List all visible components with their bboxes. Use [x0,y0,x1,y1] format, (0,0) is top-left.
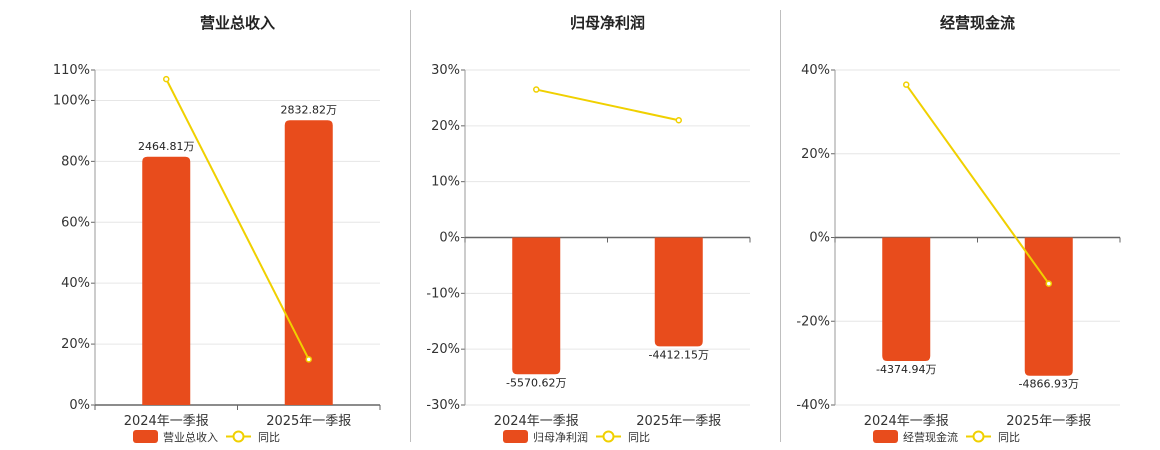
y-tick-label: -40% [796,398,830,413]
data-label: 2832.82万 [281,103,338,116]
yoy-point [1045,280,1052,287]
x-tick-label: 2024年一季报 [494,414,579,429]
yoy-point [163,75,170,83]
legend-line-marker [972,430,985,443]
yoy-point [675,117,682,124]
y-tick-label: 20% [801,147,830,162]
chart-panel-net-profit: 归母净利润 -30% -20% -10% 0% 10% 20% 30% 2024年一季报 2025… [395,0,765,450]
chart-net-profit: 归母净利润 -30% -20% -10% 0% 10% 20% 30% 2024年一季报 2025… [426,14,751,444]
bar [654,237,703,347]
y-tick-label: 40% [61,276,90,291]
legend-bar-label: 营业总收入 [163,430,218,444]
legend-line-label: 同比 [998,431,1020,444]
y-tick-label: 0% [809,231,830,246]
data-label: -4374.94万 [876,363,936,376]
bar [142,156,191,405]
y-tick-label: -30% [426,398,460,413]
legend-bar-label: 经营现金流 [903,430,958,444]
y-tick-label: 80% [61,154,90,169]
x-tick-label: 2025年一季报 [636,414,721,429]
legend-line-label: 同比 [628,431,650,444]
legend-bar-swatch [503,430,528,443]
yoy-point [903,81,910,88]
y-tick-label: 60% [61,215,90,230]
yoy-line [165,78,310,360]
x-tick-label: 2025年一季报 [266,414,351,429]
bar [1024,237,1073,376]
legend-bar-swatch [133,430,158,443]
x-tick-label: 2024年一季报 [864,414,949,429]
chart-title: 营业总收入 [200,14,275,32]
x-tick-label: 2025年一季报 [1006,414,1091,429]
chart-revenue: 营业总收入 0% 20% 40% 60% 80% 100% 110% 2024年一季报 2025年… [53,14,381,444]
divider [410,10,411,442]
chart-panel-revenue: 营业总收入 0% 20% 40% 60% 80% 100% 110% 2024年一季报 2025年… [25,0,395,450]
y-tick-label: 0% [69,398,90,413]
legend-bar-label: 归母净利润 [533,430,588,444]
y-tick-label: 40% [801,63,830,78]
y-tick-label: 20% [431,119,460,134]
y-tick-label: -20% [426,342,460,357]
y-tick-label: 110% [53,63,90,78]
y-tick-label: -20% [796,314,830,329]
data-label: -5570.62万 [506,376,566,389]
chart-title: 经营现金流 [940,14,1015,32]
data-label: 2464.81万 [138,140,195,153]
legend-line-marker [602,430,615,443]
divider [780,10,781,442]
chart-cash-flow: 经营现金流 -40% -20% 0% 20% 40% 2024年一季报 2025年一季报 -43… [796,14,1121,444]
y-tick-label: 0% [439,231,460,246]
yoy-line [905,84,1050,285]
data-label: -4412.15万 [649,348,709,361]
bar [512,237,561,375]
chart-panel-cash-flow: 经营现金流 -40% -20% 0% 20% 40% 2024年一季报 2025年一季报 -43… [765,0,1135,450]
y-tick-label: 30% [431,63,460,78]
y-tick-label: -10% [426,286,460,301]
yoy-point [533,86,540,93]
legend-bar-swatch [873,430,898,443]
yoy-line [536,88,679,122]
legend-line-marker [232,430,245,443]
chart-title: 归母净利润 [570,14,645,32]
x-tick-label: 2024年一季报 [124,414,209,429]
legend-line-label: 同比 [258,431,280,444]
y-tick-label: 100% [53,93,90,108]
yoy-point [305,356,312,363]
y-tick-label: 20% [61,337,90,352]
y-tick-label: 10% [431,175,460,190]
data-label: -4866.93万 [1019,378,1079,391]
bar [882,237,931,362]
